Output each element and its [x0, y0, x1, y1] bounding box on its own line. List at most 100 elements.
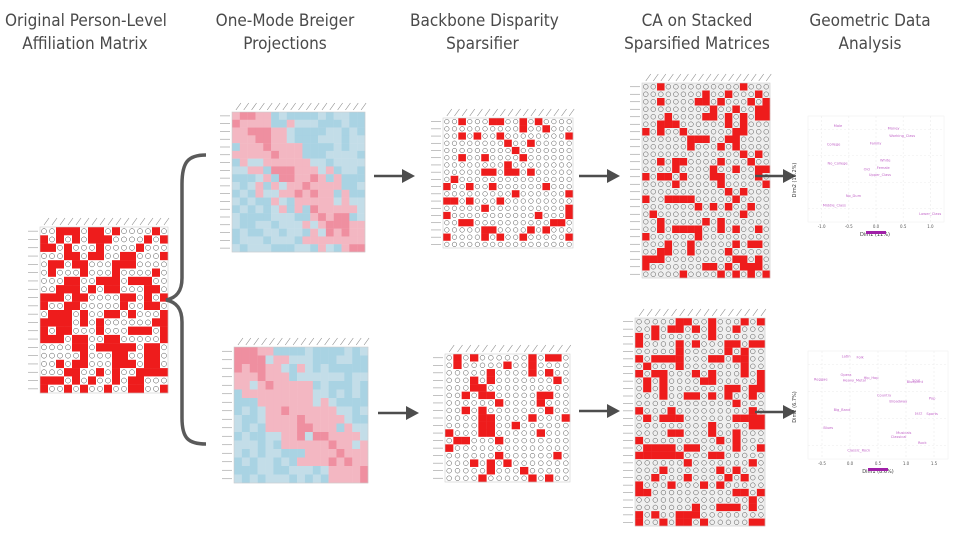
zero-cell-mark	[558, 147, 565, 154]
matrix-cell	[325, 119, 334, 128]
zero-cell-mark	[644, 497, 650, 503]
zero-cell-mark	[710, 196, 717, 202]
matrix-cell	[241, 466, 250, 475]
matrix-cell	[286, 143, 295, 152]
zero-cell-mark	[658, 136, 664, 142]
matrix-cell	[112, 293, 121, 302]
column-label-mark	[705, 73, 712, 82]
matrix-cell	[748, 436, 758, 445]
zero-cell-mark	[742, 385, 748, 392]
zero-cell-mark	[463, 460, 469, 466]
matrix-cell	[136, 368, 145, 377]
matrix-cell	[136, 243, 145, 253]
matrix-cell	[445, 361, 454, 370]
zero-cell-mark	[643, 159, 649, 165]
matrix-cell	[56, 293, 65, 302]
matrix-cell	[263, 182, 272, 190]
zero-cell-mark	[65, 294, 71, 301]
matrix-cell	[511, 391, 521, 400]
matrix-cell	[503, 451, 512, 460]
zero-cell-mark	[717, 489, 723, 496]
matrix-cell	[672, 165, 680, 174]
zero-cell-mark	[643, 136, 649, 142]
zero-cell-mark	[57, 244, 63, 251]
matrix-cell	[561, 459, 571, 468]
zero-cell-mark	[538, 475, 544, 481]
matrix-cell	[651, 325, 660, 334]
zero-cell-mark	[665, 264, 672, 270]
matrix-cell	[302, 143, 311, 152]
matrix-cell	[716, 451, 725, 460]
matrix-cell	[48, 310, 57, 319]
matrix-cell	[80, 301, 89, 311]
zero-cell-mark	[490, 191, 496, 197]
matrix-cell	[286, 182, 295, 190]
zero-cell-mark	[482, 184, 488, 190]
matrix-cell	[659, 355, 668, 363]
matrix-cell	[739, 240, 748, 249]
zero-cell-mark	[673, 211, 679, 217]
zero-cell-mark	[740, 204, 747, 210]
zero-cell-mark	[41, 261, 47, 268]
matrix-cell	[310, 205, 319, 214]
matrix-cell	[72, 227, 81, 236]
zero-cell-mark	[688, 219, 694, 225]
matrix-cell	[443, 240, 451, 249]
matrix-cell	[565, 161, 574, 169]
matrix-cell	[561, 399, 571, 407]
matrix-cell	[561, 414, 571, 422]
zero-cell-mark	[543, 169, 549, 175]
zero-cell-mark	[733, 181, 739, 187]
matrix-cell	[486, 399, 496, 407]
matrix-cell	[486, 466, 496, 475]
matrix-cell	[473, 146, 482, 155]
zero-cell-mark	[459, 162, 465, 168]
matrix-cell	[360, 381, 369, 390]
matrix-cell	[687, 98, 695, 106]
matrix-cell	[96, 293, 105, 302]
zero-cell-mark	[685, 415, 691, 421]
zero-cell-mark	[673, 91, 679, 97]
column-label-mark	[545, 108, 552, 117]
matrix-cell	[80, 243, 89, 253]
zero-cell-mark	[733, 234, 739, 240]
zero-cell-mark	[680, 84, 687, 90]
matrix-cell	[88, 376, 97, 385]
matrix-cell	[700, 347, 709, 356]
matrix-cell	[724, 158, 733, 166]
zero-cell-mark	[529, 407, 536, 414]
matrix-cell	[649, 113, 658, 121]
matrix-cell	[249, 355, 258, 365]
matrix-cell	[534, 118, 543, 126]
matrix-cell	[691, 377, 701, 386]
matrix-cell	[748, 332, 758, 341]
matrix-cell	[40, 235, 49, 244]
matrix-cell	[128, 384, 137, 394]
zero-cell-mark	[680, 256, 687, 262]
matrix-cell	[732, 143, 741, 151]
matrix-cell	[700, 429, 709, 438]
zero-cell-mark	[703, 159, 709, 165]
matrix-cell	[708, 318, 717, 326]
matrix-cell	[649, 210, 658, 219]
column-label-mark	[308, 337, 315, 346]
matrix-cell	[550, 161, 558, 169]
zero-cell-mark	[137, 336, 143, 342]
matrix-cell	[732, 270, 741, 279]
matrix-cell	[341, 143, 350, 152]
zero-cell-mark	[446, 415, 452, 421]
zero-cell-mark	[513, 155, 519, 161]
zero-cell-mark	[161, 352, 167, 359]
zero-cell-mark	[490, 212, 496, 219]
zero-cell-mark	[644, 512, 650, 518]
zero-cell-mark	[536, 227, 542, 233]
zero-cell-mark	[105, 294, 111, 301]
zero-cell-mark	[521, 355, 527, 361]
zero-cell-mark	[97, 336, 103, 342]
zero-cell-mark	[97, 377, 103, 384]
matrix-cell	[160, 301, 169, 311]
zero-cell-mark	[643, 151, 649, 157]
zero-cell-mark	[693, 400, 699, 407]
zero-cell-mark	[65, 352, 71, 359]
matrix-cell	[453, 391, 462, 400]
